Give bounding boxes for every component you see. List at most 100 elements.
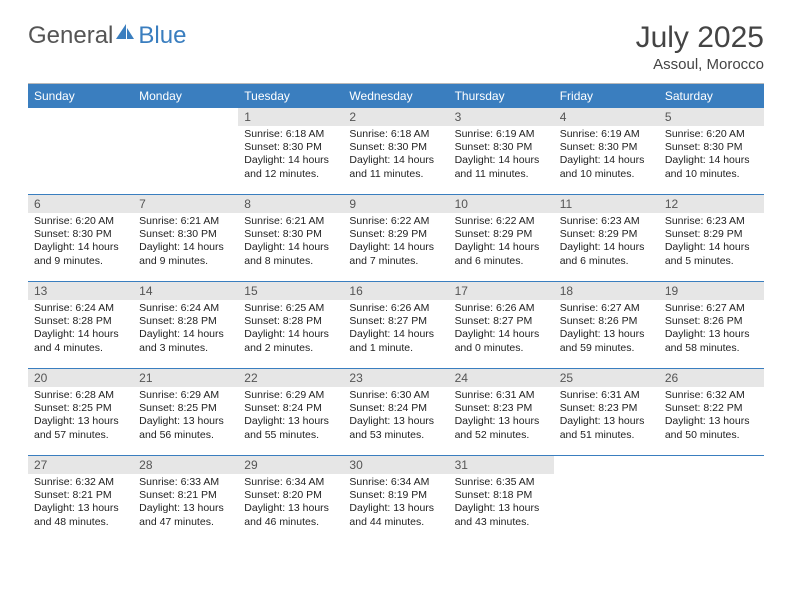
- day-number: 1: [238, 108, 343, 126]
- calendar-table: Sunday Monday Tuesday Wednesday Thursday…: [28, 84, 764, 542]
- sunset-line: Sunset: 8:26 PM: [665, 315, 743, 327]
- daylight-line: Daylight: 14 hours and 11 minutes.: [349, 154, 434, 179]
- calendar-cell: 17Sunrise: 6:26 AMSunset: 8:27 PMDayligh…: [449, 281, 554, 368]
- sunset-line: Sunset: 8:21 PM: [34, 489, 112, 501]
- day-details: Sunrise: 6:28 AMSunset: 8:25 PMDaylight:…: [28, 387, 133, 447]
- sunset-line: Sunset: 8:30 PM: [560, 141, 638, 153]
- sunrise-line: Sunrise: 6:24 AM: [139, 302, 219, 314]
- calendar-cell: 9Sunrise: 6:22 AMSunset: 8:29 PMDaylight…: [343, 194, 448, 281]
- calendar-cell: 8Sunrise: 6:21 AMSunset: 8:30 PMDaylight…: [238, 194, 343, 281]
- calendar-cell: 13Sunrise: 6:24 AMSunset: 8:28 PMDayligh…: [28, 281, 133, 368]
- calendar-cell: 4Sunrise: 6:19 AMSunset: 8:30 PMDaylight…: [554, 108, 659, 195]
- day-details: Sunrise: 6:18 AMSunset: 8:30 PMDaylight:…: [238, 126, 343, 186]
- sunset-line: Sunset: 8:27 PM: [349, 315, 427, 327]
- daylight-line: Daylight: 13 hours and 43 minutes.: [455, 502, 540, 527]
- sunrise-line: Sunrise: 6:35 AM: [455, 476, 535, 488]
- calendar-cell: 30Sunrise: 6:34 AMSunset: 8:19 PMDayligh…: [343, 455, 448, 542]
- sunset-line: Sunset: 8:23 PM: [560, 402, 638, 414]
- daylight-line: Daylight: 13 hours and 48 minutes.: [34, 502, 119, 527]
- calendar-header-row: Sunday Monday Tuesday Wednesday Thursday…: [28, 84, 764, 108]
- calendar-row: 13Sunrise: 6:24 AMSunset: 8:28 PMDayligh…: [28, 281, 764, 368]
- day-number: 25: [554, 369, 659, 387]
- sunset-line: Sunset: 8:30 PM: [244, 228, 322, 240]
- day-details: Sunrise: 6:31 AMSunset: 8:23 PMDaylight:…: [449, 387, 554, 447]
- calendar-cell: 16 Sunrise: 6:26 AMSunset: 8:27 PMDayligh…: [343, 281, 448, 368]
- calendar-cell: 11Sunrise: 6:23 AMSunset: 8:29 PMDayligh…: [554, 194, 659, 281]
- daylight-line: Daylight: 14 hours and 10 minutes.: [665, 154, 750, 179]
- daylight-line: Daylight: 14 hours and 4 minutes.: [34, 328, 119, 353]
- sunset-line: Sunset: 8:28 PM: [34, 315, 112, 327]
- col-thursday: Thursday: [449, 84, 554, 108]
- sunrise-line: Sunrise: 6:32 AM: [34, 476, 114, 488]
- day-details: Sunrise: 6:21 AMSunset: 8:30 PMDaylight:…: [238, 213, 343, 273]
- day-number: 15: [238, 282, 343, 300]
- day-details: Sunrise: 6:26 AMSunset: 8:27 PMDaylight:…: [449, 300, 554, 360]
- sunrise-line: Sunrise: 6:32 AM: [665, 389, 745, 401]
- sunrise-line: Sunrise: 6:30 AM: [349, 389, 429, 401]
- sunrise-line: Sunrise: 6:26 AM: [349, 302, 429, 314]
- sunset-line: Sunset: 8:29 PM: [455, 228, 533, 240]
- daylight-line: Daylight: 13 hours and 58 minutes.: [665, 328, 750, 353]
- day-number: 13: [28, 282, 133, 300]
- sunrise-line: Sunrise: 6:21 AM: [244, 215, 324, 227]
- calendar-row: 27Sunrise: 6:32 AMSunset: 8:21 PMDayligh…: [28, 455, 764, 542]
- sunset-line: Sunset: 8:22 PM: [665, 402, 743, 414]
- sunrise-line: Sunrise: 6:23 AM: [665, 215, 745, 227]
- day-number: 31: [449, 456, 554, 474]
- sunrise-line: Sunrise: 6:19 AM: [560, 128, 640, 140]
- sunset-line: Sunset: 8:30 PM: [244, 141, 322, 153]
- day-number: 16: [343, 282, 448, 300]
- brand-part1: General: [28, 22, 113, 50]
- col-sunday: Sunday: [28, 84, 133, 108]
- day-details: Sunrise: 6:21 AMSunset: 8:30 PMDaylight:…: [133, 213, 238, 273]
- title-block: July 2025 Assoul, Morocco: [636, 22, 764, 73]
- day-details: Sunrise: 6:20 AMSunset: 8:30 PMDaylight:…: [659, 126, 764, 186]
- title-location: Assoul, Morocco: [636, 56, 764, 73]
- calendar-row: 20Sunrise: 6:28 AMSunset: 8:25 PMDayligh…: [28, 368, 764, 455]
- col-saturday: Saturday: [659, 84, 764, 108]
- calendar-cell: 14Sunrise: 6:24 AMSunset: 8:28 PMDayligh…: [133, 281, 238, 368]
- col-wednesday: Wednesday: [343, 84, 448, 108]
- sunset-line: Sunset: 8:30 PM: [455, 141, 533, 153]
- calendar-cell: 2Sunrise: 6:18 AMSunset: 8:30 PMDaylight…: [343, 108, 448, 195]
- calendar-cell: 6Sunrise: 6:20 AMSunset: 8:30 PMDaylight…: [28, 194, 133, 281]
- day-details: Sunrise: 6:24 AMSunset: 8:28 PMDaylight:…: [28, 300, 133, 360]
- day-number: 3: [449, 108, 554, 126]
- col-friday: Friday: [554, 84, 659, 108]
- sunrise-line: Sunrise: 6:34 AM: [244, 476, 324, 488]
- sunset-line: Sunset: 8:30 PM: [139, 228, 217, 240]
- day-number: 18: [554, 282, 659, 300]
- sunrise-line: Sunrise: 6:22 AM: [455, 215, 535, 227]
- calendar-cell: 3Sunrise: 6:19 AMSunset: 8:30 PMDaylight…: [449, 108, 554, 195]
- sunset-line: Sunset: 8:23 PM: [455, 402, 533, 414]
- daylight-line: Daylight: 14 hours and 1 minute.: [349, 328, 434, 353]
- calendar-cell-empty: [28, 108, 133, 195]
- day-details: Sunrise: 6:18 AMSunset: 8:30 PMDaylight:…: [343, 126, 448, 186]
- day-number: 10: [449, 195, 554, 213]
- day-number: 2: [343, 108, 448, 126]
- daylight-line: Daylight: 14 hours and 8 minutes.: [244, 241, 329, 266]
- daylight-line: Daylight: 13 hours and 50 minutes.: [665, 415, 750, 440]
- sunset-line: Sunset: 8:28 PM: [139, 315, 217, 327]
- sunset-line: Sunset: 8:28 PM: [244, 315, 322, 327]
- day-details: Sunrise: 6:29 AMSunset: 8:25 PMDaylight:…: [133, 387, 238, 447]
- calendar-cell: 18Sunrise: 6:27 AMSunset: 8:26 PMDayligh…: [554, 281, 659, 368]
- sunrise-line: Sunrise: 6:24 AM: [34, 302, 114, 314]
- daylight-line: Daylight: 13 hours and 57 minutes.: [34, 415, 119, 440]
- sunset-line: Sunset: 8:30 PM: [349, 141, 427, 153]
- daylight-line: Daylight: 14 hours and 9 minutes.: [34, 241, 119, 266]
- sunset-line: Sunset: 8:21 PM: [139, 489, 217, 501]
- sunrise-line: Sunrise: 6:21 AM: [139, 215, 219, 227]
- calendar-cell: 21Sunrise: 6:29 AMSunset: 8:25 PMDayligh…: [133, 368, 238, 455]
- sunrise-line: Sunrise: 6:27 AM: [560, 302, 640, 314]
- day-details: Sunrise: 6:20 AMSunset: 8:30 PMDaylight:…: [28, 213, 133, 273]
- day-number: 22: [238, 369, 343, 387]
- day-details: Sunrise: 6:22 AMSunset: 8:29 PMDaylight:…: [449, 213, 554, 273]
- sunrise-line: Sunrise: 6:18 AM: [244, 128, 324, 140]
- day-number: 19: [659, 282, 764, 300]
- sunrise-line: Sunrise: 6:31 AM: [455, 389, 535, 401]
- calendar-cell: 1Sunrise: 6:18 AMSunset: 8:30 PMDaylight…: [238, 108, 343, 195]
- daylight-line: Daylight: 14 hours and 6 minutes.: [455, 241, 540, 266]
- sunset-line: Sunset: 8:20 PM: [244, 489, 322, 501]
- calendar-cell: 15Sunrise: 6:25 AMSunset: 8:28 PMDayligh…: [238, 281, 343, 368]
